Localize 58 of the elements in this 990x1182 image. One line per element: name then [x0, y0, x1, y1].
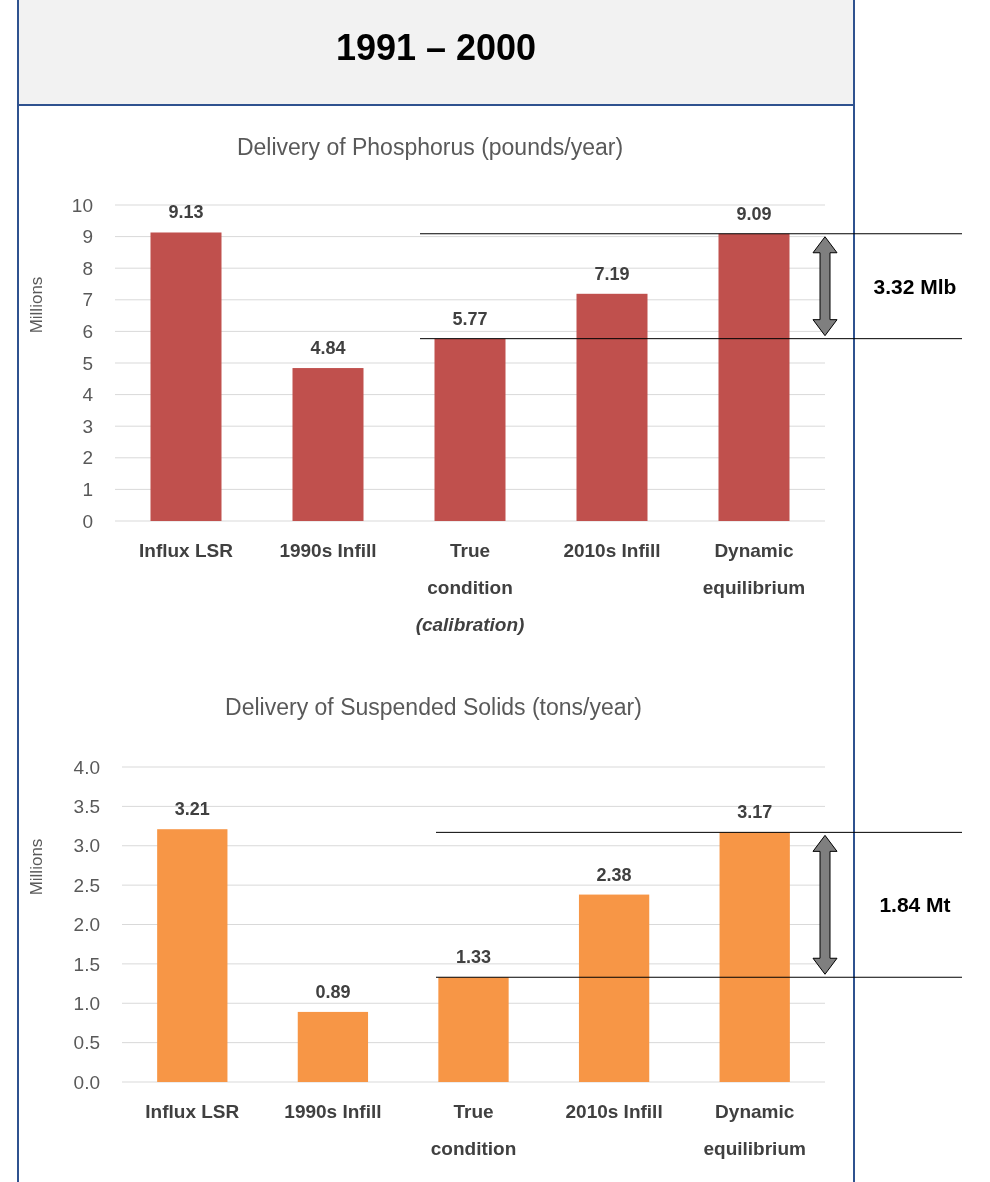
text: 3.32 Mlb: [873, 274, 957, 298]
data-label: 9.13: [168, 202, 204, 223]
bar: [292, 368, 364, 521]
data-label: 2.38: [596, 864, 632, 885]
x-tick-label: Dynamic equilibrium: [702, 540, 806, 598]
y-tick-label: 2.0: [73, 914, 100, 936]
bar: [150, 232, 222, 521]
x-tick-label: Influx LSR: [139, 540, 234, 561]
y-tick-label: 3: [82, 415, 93, 437]
bar: [434, 338, 506, 521]
y-tick-label: 10: [71, 194, 93, 216]
y-tick-label: 4: [82, 384, 94, 406]
data-label: 1.33: [455, 947, 492, 968]
x-tick-label: True condition: [427, 540, 513, 598]
y-tick-label: 0.0: [73, 1071, 100, 1093]
bar: [157, 829, 228, 1082]
y-tick-label: 7: [82, 289, 93, 311]
chart-title: Delivery of Suspended Solids (tons/year): [225, 694, 642, 720]
bar: [718, 233, 790, 521]
y-axis-title: Millions: [27, 838, 46, 896]
bar: [578, 894, 650, 1082]
y-tick-label: 0.5: [73, 1032, 100, 1054]
y-tick-label: 6: [82, 321, 93, 343]
bar: [719, 832, 790, 1082]
data-label: 3.17: [737, 802, 773, 823]
bar: [576, 293, 648, 521]
y-tick-label: 1: [82, 479, 93, 501]
chart-title: Delivery of Phosphorus (pounds/year): [236, 134, 624, 160]
data-label: 7.19: [594, 263, 630, 284]
y-tick-label: 1.5: [73, 953, 100, 975]
y-axis-title: Millions: [27, 276, 46, 334]
data-label: 0.89: [315, 981, 351, 1002]
text: 1991 – 2000: [335, 27, 537, 68]
x-tick-label: Dynamic equilibrium: [703, 1101, 806, 1159]
text: (calibration): [415, 614, 525, 635]
x-tick-label: 1990s Infill: [279, 540, 377, 561]
data-label: 5.77: [452, 308, 488, 329]
y-tick-label: 9: [82, 226, 93, 248]
text: 1.84 Mt: [879, 893, 951, 917]
y-tick-label: 0: [82, 510, 93, 532]
y-tick-label: 8: [82, 257, 93, 279]
x-tick-label: 1990s Infill: [284, 1101, 382, 1122]
y-tick-label: 4.0: [73, 756, 100, 778]
y-tick-label: 3.0: [73, 835, 100, 857]
x-tick-label: 2010s Infill: [565, 1101, 663, 1122]
y-tick-label: 2.5: [73, 874, 100, 896]
data-label: 3.21: [174, 799, 210, 820]
bar: [297, 1011, 369, 1082]
x-tick-label: Influx LSR: [145, 1101, 240, 1122]
data-label: 4.84: [310, 338, 346, 359]
y-tick-label: 1.0: [73, 992, 100, 1014]
x-tick-label: 2010s Infill: [563, 540, 661, 561]
data-label: 9.09: [736, 203, 772, 224]
y-tick-label: 3.5: [73, 796, 100, 818]
x-tick-label: True condition: [430, 1101, 517, 1159]
y-tick-label: 2: [82, 447, 93, 469]
bar: [438, 977, 509, 1082]
y-tick-label: 5: [82, 352, 93, 374]
